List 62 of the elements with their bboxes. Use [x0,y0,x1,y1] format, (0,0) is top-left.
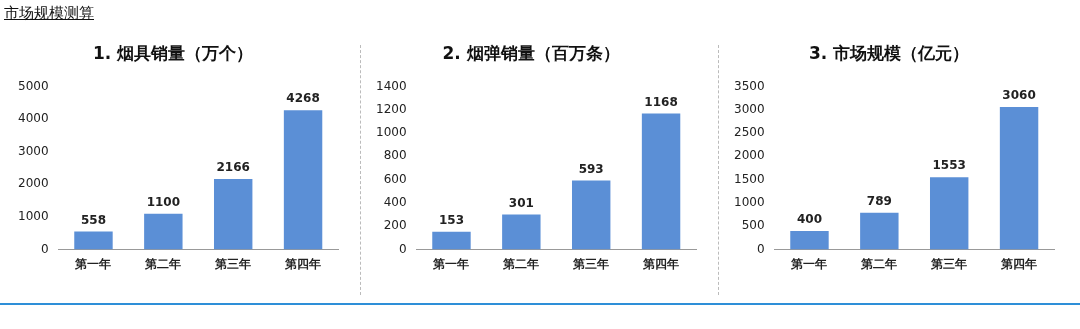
x-tick-label: 第一年 [74,256,112,271]
data-label: 1553 [932,158,966,173]
bar [144,213,183,250]
y-tick-label: 200 [383,218,407,233]
x-tick-label: 第四年 [1000,256,1038,271]
bar [790,230,829,250]
y-tick-label: 3500 [733,78,765,93]
data-label: 1100 [146,194,181,209]
y-tick-label: 2000 [733,148,765,163]
bar [74,231,113,250]
y-tick-label: 2500 [733,125,765,140]
bar [432,231,471,250]
y-tick-label: 600 [383,171,407,186]
data-label: 789 [866,193,892,208]
chart-title: 2. 烟弹销量（百万条） [442,42,620,63]
data-label: 400 [796,212,822,227]
x-tick-label: 第四年 [284,256,322,271]
x-tick-label: 第二年 [502,256,540,271]
x-tick-label: 第二年 [860,256,898,271]
y-tick-label: 3000 [733,101,765,116]
y-tick-label: 400 [383,195,407,210]
y-tick-label: 1000 [733,195,765,210]
y-tick-label: 1200 [375,101,407,116]
y-tick-label: 0 [398,241,407,256]
y-tick-label: 0 [40,241,49,256]
y-tick-label: 1400 [375,78,407,93]
data-label: 558 [80,212,106,227]
y-tick-label: 1000 [17,209,49,224]
bar [641,113,681,250]
data-label: 153 [438,212,464,227]
x-tick-label: 第三年 [930,256,968,271]
x-tick-label: 第三年 [572,256,610,271]
y-tick-label: 1500 [733,171,765,186]
y-tick-label: 1000 [375,125,407,140]
y-tick-label: 500 [741,218,765,233]
x-tick-label: 第一年 [432,256,470,271]
bar [213,178,253,250]
y-tick-label: 5000 [17,78,49,93]
bar [929,177,969,250]
bar [502,214,541,250]
bar [571,180,611,250]
y-tick-label: 2000 [17,176,49,191]
y-tick-label: 4000 [17,111,49,126]
chart-title: 3. 市场规模（亿元） [808,42,970,63]
data-label: 1168 [644,94,678,109]
x-tick-label: 第一年 [790,256,828,271]
data-label: 2166 [216,160,250,175]
bar [999,106,1039,250]
y-tick-label: 3000 [17,143,49,158]
x-tick-label: 第二年 [144,256,182,271]
x-tick-label: 第四年 [642,256,680,271]
data-label: 4268 [286,91,320,106]
data-label: 3060 [1002,88,1036,103]
data-label: 593 [578,161,604,176]
data-label: 301 [508,195,534,210]
y-tick-label: 0 [756,241,765,256]
chart-title: 1. 烟具销量（万个） [92,42,254,63]
y-tick-label: 800 [383,148,407,163]
bar [860,212,899,250]
x-tick-label: 第三年 [214,256,252,271]
bar [283,110,323,250]
text: 市场规模测算 [4,4,94,23]
